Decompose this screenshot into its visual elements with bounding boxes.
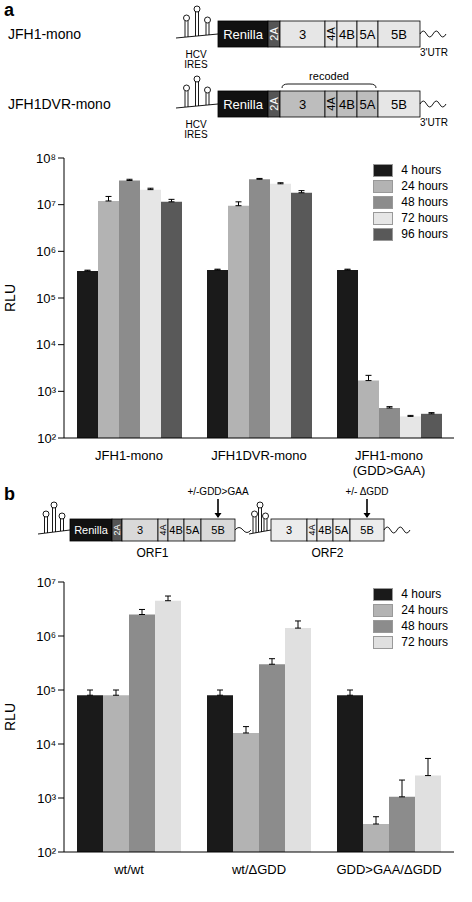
svg-text:JFH1-mono: JFH1-mono (95, 448, 163, 463)
svg-text:5A: 5A (186, 524, 200, 536)
svg-text:3'UTR: 3'UTR (420, 117, 448, 128)
html-text:24 hours: 24 hours (401, 179, 448, 193)
svg-text:2A: 2A (112, 524, 122, 535)
svg-text:10⁵: 10⁵ (36, 683, 56, 698)
svg-text:4B: 4B (339, 97, 355, 112)
svg-text:10⁸: 10⁸ (36, 151, 56, 166)
svg-text:4A: 4A (307, 524, 317, 535)
svg-text:3: 3 (286, 524, 292, 536)
svg-text:Renilla: Renilla (74, 524, 109, 536)
svg-text:b: b (4, 484, 15, 504)
svg-text:2A: 2A (268, 97, 280, 111)
svg-text:5B: 5B (360, 524, 373, 536)
html-text:24 hours: 24 hours (401, 603, 448, 617)
html-text:48 hours: 48 hours (401, 619, 448, 633)
svg-text:GDD>GAA/ΔGDD: GDD>GAA/ΔGDD (336, 862, 441, 877)
svg-text:wt/ΔGDD: wt/ΔGDD (231, 862, 286, 877)
svg-text:HCV: HCV (185, 49, 207, 60)
svg-text:HCV: HCV (185, 119, 207, 130)
svg-text:5B: 5B (391, 27, 407, 42)
html-text:4 hours: 4 hours (401, 587, 442, 601)
svg-text:RLU: RLU (2, 703, 18, 731)
svg-text:IRES: IRES (184, 59, 208, 70)
html-text:48 hours: 48 hours (401, 195, 448, 209)
svg-text:+/-GDD>GAA: +/-GDD>GAA (187, 486, 248, 497)
svg-text:(GDD>GAA): (GDD>GAA) (353, 463, 426, 478)
html-text:72 hours: 72 hours (401, 635, 448, 649)
svg-text:4A: 4A (325, 27, 337, 41)
svg-text:JFH1-mono: JFH1-mono (355, 448, 423, 463)
svg-text:Renilla: Renilla (223, 27, 264, 42)
svg-text:a: a (4, 0, 15, 20)
svg-text:10⁷: 10⁷ (37, 197, 56, 212)
html-text:96 hours: 96 hours (401, 227, 448, 241)
svg-text:3'UTR: 3'UTR (420, 47, 448, 58)
svg-text:4B: 4B (169, 524, 182, 536)
svg-text:ORF2: ORF2 (311, 546, 343, 560)
svg-text:10⁵: 10⁵ (36, 291, 56, 306)
svg-text:10⁶: 10⁶ (36, 244, 56, 259)
svg-text:5B: 5B (211, 524, 224, 536)
svg-text:Renilla: Renilla (223, 97, 264, 112)
svg-text:4A: 4A (158, 524, 168, 535)
svg-text:5A: 5A (335, 524, 349, 536)
svg-text:IRES: IRES (184, 129, 208, 140)
svg-text:4B: 4B (318, 524, 331, 536)
svg-text:JFH1-mono: JFH1-mono (8, 26, 81, 42)
svg-text:wt/wt: wt/wt (113, 862, 144, 877)
svg-text:10⁶: 10⁶ (36, 629, 56, 644)
svg-text:4A: 4A (325, 97, 337, 111)
html-text:72 hours: 72 hours (401, 211, 448, 225)
svg-text:10³: 10³ (37, 791, 56, 806)
svg-text:10²: 10² (37, 431, 56, 446)
svg-text:10⁷: 10⁷ (37, 575, 56, 590)
svg-text:3: 3 (299, 27, 306, 42)
svg-text:RLU: RLU (2, 284, 18, 312)
svg-text:10⁴: 10⁴ (36, 737, 56, 752)
html-text:4 hours: 4 hours (401, 163, 442, 177)
svg-text:ORF1: ORF1 (136, 546, 168, 560)
svg-text:+/- ΔGDD: +/- ΔGDD (345, 486, 388, 497)
svg-text:4B: 4B (339, 27, 355, 42)
svg-text:10⁴: 10⁴ (36, 337, 56, 352)
svg-text:JFH1DVR-mono: JFH1DVR-mono (211, 448, 306, 463)
svg-text:3: 3 (299, 97, 306, 112)
svg-text:JFH1DVR-mono: JFH1DVR-mono (8, 96, 111, 112)
svg-text:10²: 10² (37, 845, 56, 860)
svg-text:5A: 5A (360, 27, 376, 42)
svg-text:3: 3 (137, 524, 143, 536)
svg-text:recoded: recoded (309, 70, 349, 82)
svg-text:10³: 10³ (37, 384, 56, 399)
svg-text:2A: 2A (268, 27, 280, 41)
svg-text:5A: 5A (360, 97, 376, 112)
svg-text:5B: 5B (391, 97, 407, 112)
